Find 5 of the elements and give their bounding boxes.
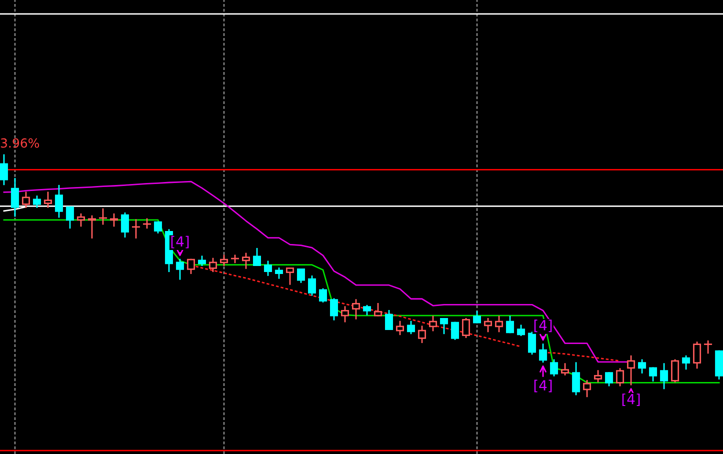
text: 3.96% bbox=[0, 138, 40, 148]
annotation: [4] bbox=[171, 236, 189, 248]
annotation: [4] bbox=[534, 320, 552, 332]
annotation: [4] bbox=[622, 394, 640, 406]
annotation: [4] bbox=[534, 380, 552, 392]
